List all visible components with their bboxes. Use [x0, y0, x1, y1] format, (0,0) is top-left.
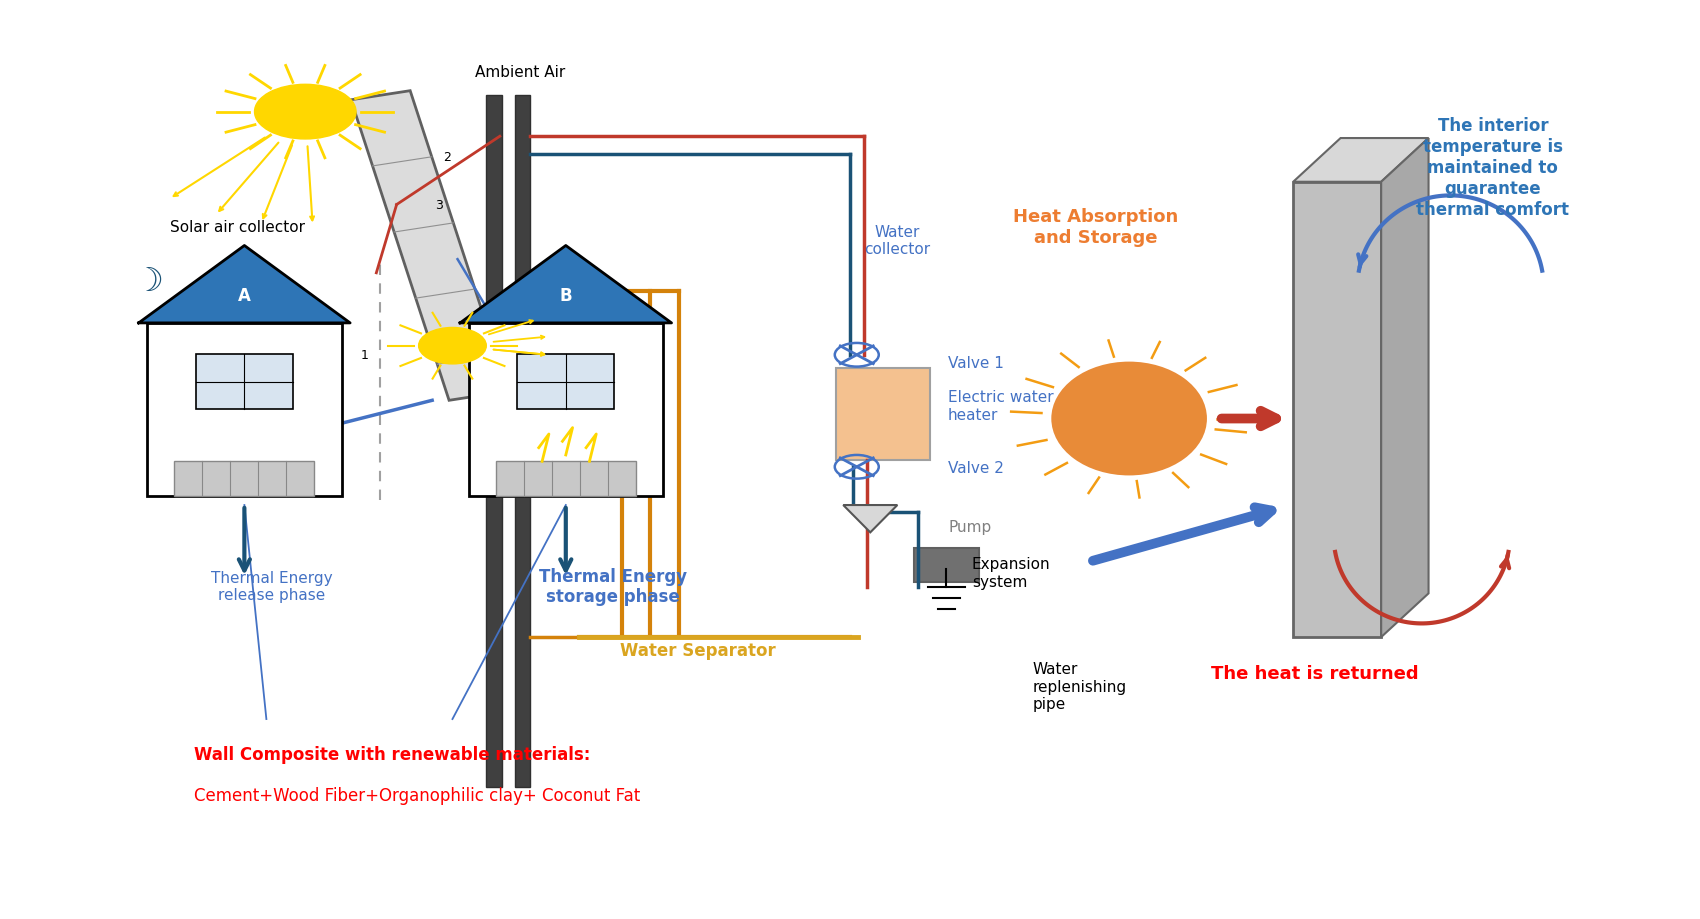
FancyBboxPatch shape [196, 354, 292, 409]
Text: Valve 1: Valve 1 [949, 357, 1005, 371]
Text: Thermal Energy
storage phase: Thermal Energy storage phase [539, 568, 687, 607]
FancyBboxPatch shape [486, 96, 501, 788]
Text: Heat Absorption
and Storage: Heat Absorption and Storage [1013, 208, 1178, 246]
FancyBboxPatch shape [469, 323, 663, 496]
FancyBboxPatch shape [175, 461, 314, 496]
Ellipse shape [1051, 361, 1207, 475]
Text: Ambient Air: Ambient Air [474, 65, 564, 80]
FancyBboxPatch shape [915, 548, 979, 583]
FancyBboxPatch shape [515, 96, 530, 788]
Text: A: A [238, 287, 252, 305]
Circle shape [418, 327, 486, 364]
Text: 3: 3 [435, 199, 444, 212]
Text: Water
replenishing
pipe: Water replenishing pipe [1032, 663, 1127, 712]
FancyBboxPatch shape [496, 461, 636, 496]
FancyBboxPatch shape [148, 323, 342, 496]
Text: ☽: ☽ [133, 266, 163, 299]
Text: Electric water
heater: Electric water heater [949, 391, 1054, 423]
Polygon shape [843, 505, 898, 532]
Text: Thermal Energy
release phase: Thermal Energy release phase [211, 571, 332, 603]
Polygon shape [139, 245, 350, 323]
Polygon shape [461, 245, 672, 323]
Circle shape [255, 85, 355, 139]
Text: B: B [559, 287, 573, 305]
Text: The interior
temperature is
maintained to
guarantee
thermal comfort: The interior temperature is maintained t… [1416, 118, 1569, 219]
Text: 2: 2 [444, 151, 450, 164]
Text: Water Separator: Water Separator [620, 641, 775, 660]
Text: Wall Composite with renewable materials:: Wall Composite with renewable materials: [194, 746, 590, 765]
Text: Expansion
system: Expansion system [972, 557, 1051, 589]
FancyBboxPatch shape [517, 354, 614, 409]
Text: Pump: Pump [949, 520, 991, 535]
Text: The heat is returned: The heat is returned [1212, 664, 1420, 683]
Text: Cement+Wood Fiber+Organophilic clay+ Coconut Fat: Cement+Wood Fiber+Organophilic clay+ Coc… [194, 788, 639, 805]
Text: Valve 2: Valve 2 [949, 461, 1005, 476]
Text: Solar air collector: Solar air collector [170, 220, 304, 234]
Polygon shape [1380, 138, 1428, 637]
Polygon shape [1294, 138, 1428, 182]
Text: Water
collector: Water collector [864, 225, 930, 257]
Polygon shape [350, 91, 508, 401]
FancyBboxPatch shape [1294, 182, 1380, 637]
Text: 1: 1 [360, 349, 369, 362]
FancyBboxPatch shape [836, 369, 930, 460]
